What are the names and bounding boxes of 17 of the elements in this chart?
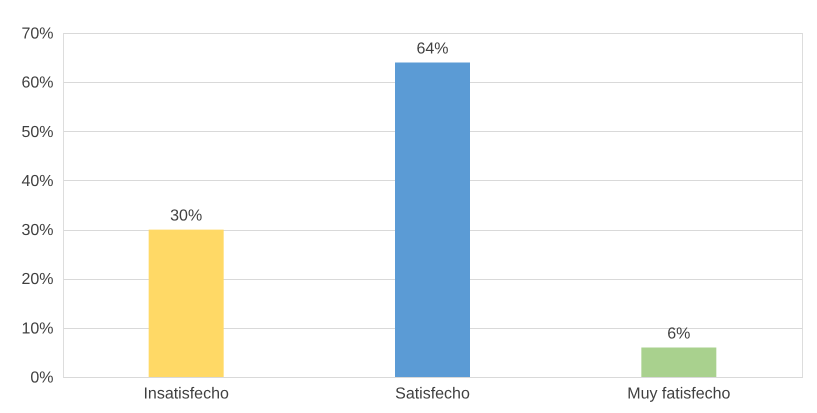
y-tick-label: 70% (21, 26, 54, 42)
y-tick-label: 10% (21, 320, 54, 338)
x-tick-label: Muy fatisfecho (627, 386, 731, 402)
y-tick-label: 20% (21, 271, 54, 288)
y-tick-label: 60% (21, 74, 54, 92)
y-tick-label: 50% (21, 124, 54, 141)
data-label: 6% (667, 326, 690, 343)
y-tick-label: 0% (30, 370, 54, 386)
x-tick-label: Insatisfecho (143, 386, 229, 402)
data-label: 30% (170, 208, 202, 225)
bar (395, 62, 470, 377)
y-tick-label: 30% (21, 222, 54, 240)
y-tick-label: 40% (21, 172, 54, 190)
bar (641, 348, 716, 377)
x-tick-label: Satisfecho (395, 386, 470, 402)
data-label: 64% (416, 40, 449, 58)
bar (148, 230, 224, 377)
